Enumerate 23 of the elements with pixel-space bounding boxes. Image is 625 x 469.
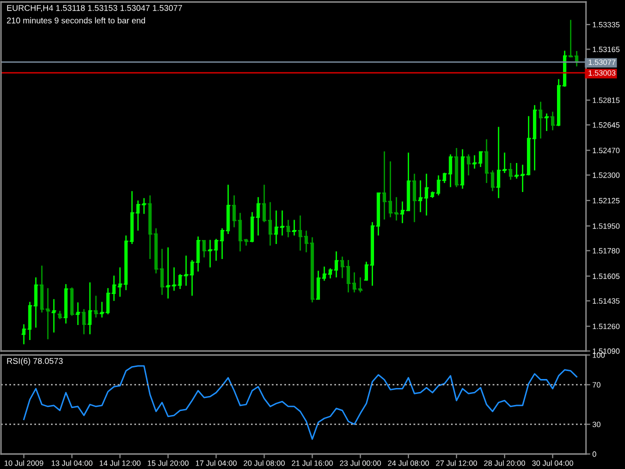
candlestick bbox=[201, 240, 208, 258]
text: 210 minutes 9 seconds left to bar end bbox=[6, 17, 145, 24]
candlestick bbox=[93, 295, 99, 318]
candlestick bbox=[508, 162, 514, 180]
candlestick bbox=[285, 219, 292, 238]
candlestick bbox=[466, 154, 472, 176]
candlestick bbox=[50, 298, 57, 334]
chart-title: RSI(6) 78.0573 bbox=[7, 358, 63, 366]
candlestick bbox=[56, 310, 63, 320]
candlestick bbox=[454, 147, 460, 188]
candlestick bbox=[62, 283, 69, 324]
candlestick bbox=[81, 308, 87, 335]
chart-title: EURCHF,H4 1.53118 1.53153 1.53047 1.53077 bbox=[7, 5, 182, 12]
candlestick bbox=[538, 101, 544, 140]
candlestick bbox=[550, 111, 556, 131]
line-series bbox=[23, 365, 578, 440]
candlestick bbox=[87, 282, 93, 335]
candlestick bbox=[75, 302, 81, 326]
candlestick bbox=[291, 219, 298, 236]
candlestick bbox=[460, 148, 466, 190]
candlestick bbox=[69, 286, 75, 316]
candlestick bbox=[544, 112, 550, 132]
candlestick bbox=[412, 173, 418, 223]
